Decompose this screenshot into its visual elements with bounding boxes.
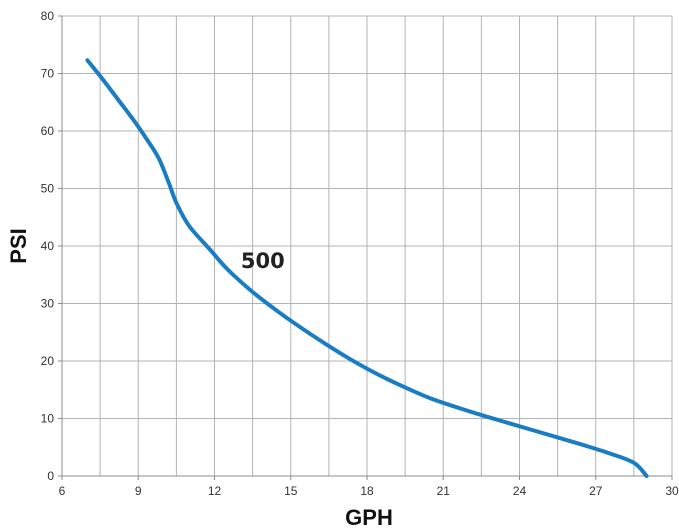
y-tick-label: 10 bbox=[41, 412, 55, 426]
tick-labels: 6 9 12 15 18 21 24 27 30 0 10 20 30 40 50 60 70 80 bbox=[41, 9, 679, 498]
x-tick-label: 9 bbox=[135, 484, 142, 498]
curve-annotation: 500 bbox=[241, 249, 285, 273]
x-axis-title: GPH bbox=[345, 505, 393, 529]
series-line bbox=[85, 58, 649, 478]
y-tick-label: 60 bbox=[41, 124, 55, 138]
y-tick-label: 30 bbox=[41, 297, 55, 311]
x-tick-label: 12 bbox=[208, 484, 222, 498]
series-layer bbox=[85, 58, 649, 478]
x-tick-label: 18 bbox=[360, 484, 374, 498]
y-tick-label: 20 bbox=[41, 354, 55, 368]
y-tick-label: 0 bbox=[47, 469, 54, 483]
x-tick-label: 6 bbox=[59, 484, 66, 498]
y-tick-label: 40 bbox=[41, 239, 55, 253]
x-tick-label: 21 bbox=[437, 484, 451, 498]
y-tick-label: 50 bbox=[41, 182, 55, 196]
x-tick-label: 27 bbox=[589, 484, 603, 498]
x-tick-label: 24 bbox=[513, 484, 527, 498]
x-tick-label: 30 bbox=[665, 484, 679, 498]
gridlines bbox=[58, 15, 673, 480]
y-tick-label: 70 bbox=[41, 67, 55, 81]
annotations: 500 bbox=[241, 249, 285, 273]
y-axis-title: PSI bbox=[6, 228, 31, 263]
x-tick-label: 15 bbox=[284, 484, 298, 498]
y-tick-label: 80 bbox=[41, 9, 55, 23]
